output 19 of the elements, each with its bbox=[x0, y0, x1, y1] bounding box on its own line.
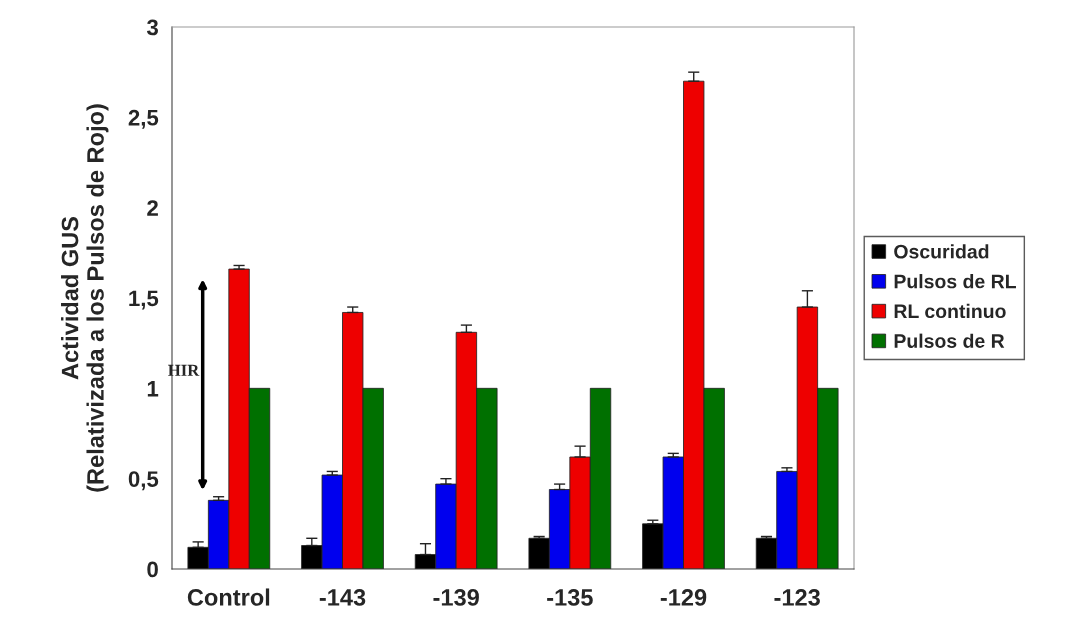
x-tick-label: -129 bbox=[660, 589, 707, 606]
legend-label: RL continuo bbox=[894, 303, 1006, 319]
y-axis-title: Actividad GUS (Relativizada a los Pulsos de Rojo) bbox=[61, 104, 109, 492]
y-tick-label: 1 bbox=[147, 381, 159, 397]
y-tick-label: 1,5 bbox=[129, 290, 159, 310]
y-tick-label: 2,5 bbox=[128, 109, 159, 129]
legend-label: Oscuridad bbox=[894, 244, 989, 259]
y-tick-label: 2 bbox=[147, 200, 158, 216]
legend-label: Pulsos de RL bbox=[894, 274, 1016, 289]
y-tick-label: 0 bbox=[147, 561, 158, 578]
x-tick-label: -139 bbox=[433, 589, 479, 606]
x-tick-label: -135 bbox=[547, 589, 593, 606]
x-tick-label: -123 bbox=[774, 589, 820, 606]
x-tick-label: Control bbox=[187, 588, 270, 606]
annotation: HIR bbox=[168, 364, 200, 376]
y-tick-label: 0,5 bbox=[128, 471, 159, 491]
legend-label: Pulsos de R bbox=[894, 333, 1005, 348]
y-tick-label: 3 bbox=[146, 19, 158, 36]
x-tick-label: -143 bbox=[319, 589, 366, 606]
